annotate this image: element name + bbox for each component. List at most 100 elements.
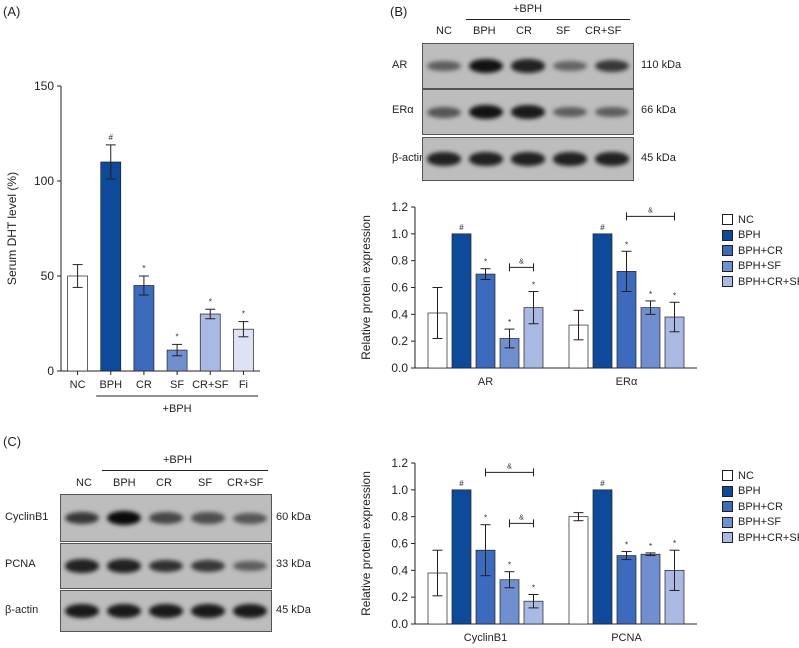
bar bbox=[451, 489, 472, 625]
significance-marker: * bbox=[532, 281, 535, 290]
blot-b-lane: NC bbox=[436, 25, 452, 37]
significance-marker: # bbox=[600, 479, 605, 488]
x-tick-label: BPH bbox=[99, 379, 122, 391]
significance-marker: * bbox=[673, 291, 676, 300]
y-tick-label: 100 bbox=[34, 174, 54, 188]
y-tick-label: 0.8 bbox=[391, 254, 408, 268]
blot-c-group-line bbox=[102, 470, 268, 471]
blot-c-lane: CR bbox=[156, 477, 172, 489]
legend-c: NC BPH BPH+CR BPH+SF BPH+CR+SF bbox=[722, 468, 799, 546]
blot-b-lane: CR+SF bbox=[585, 25, 622, 37]
blot-c-protein-label: CyclinB1 bbox=[5, 511, 49, 523]
legend-b: NC BPH BPH+CR BPH+SF BPH+CR+SF bbox=[722, 212, 799, 290]
bar bbox=[451, 233, 472, 369]
bar bbox=[592, 233, 613, 369]
y-tick-label: 1.2 bbox=[391, 200, 408, 214]
x-tick-label: Fi bbox=[239, 379, 248, 391]
blot-band bbox=[107, 511, 141, 525]
legend-swatch bbox=[722, 276, 733, 288]
significance-marker: # bbox=[459, 223, 464, 232]
legend-label: BPH bbox=[738, 485, 761, 498]
y-tick-label: 1.0 bbox=[391, 227, 408, 241]
y-tick-label: 0.6 bbox=[391, 281, 408, 295]
blot-band bbox=[233, 560, 267, 572]
blot-c-protein-label: PCNA bbox=[5, 558, 36, 570]
legend-label: BPH bbox=[738, 229, 761, 242]
y-tick-label: 0.6 bbox=[391, 537, 408, 551]
blot-band bbox=[511, 152, 545, 166]
bar bbox=[592, 489, 613, 625]
legend-entry: BPH+CR bbox=[722, 499, 799, 515]
legend-entry: BPH+CR bbox=[722, 243, 799, 259]
blot-c-lane: NC bbox=[76, 477, 92, 489]
blot-band bbox=[595, 152, 629, 166]
y-tick-label: 1.2 bbox=[391, 456, 408, 470]
legend-entry: BPH+SF bbox=[722, 515, 799, 531]
x-tick-label: SF bbox=[170, 379, 184, 391]
blot-b-era bbox=[422, 89, 634, 135]
significance-marker: * bbox=[484, 514, 487, 523]
group-label: +BPH bbox=[163, 403, 192, 415]
significance-marker: * bbox=[649, 290, 652, 299]
legend-label: BPH+CR+SF bbox=[738, 275, 799, 288]
blot-b-group-line bbox=[466, 19, 630, 20]
significance-marker: * bbox=[649, 542, 652, 551]
legend-label: BPH+CR+SF bbox=[738, 531, 799, 544]
significance-marker: # bbox=[600, 223, 605, 232]
blot-band bbox=[65, 604, 99, 618]
blot-band bbox=[233, 512, 267, 524]
y-tick-label: 50 bbox=[41, 269, 55, 283]
significance-marker: * bbox=[242, 310, 245, 319]
x-tick-label: AR bbox=[478, 376, 493, 388]
legend-swatch bbox=[722, 501, 733, 513]
legend-entry: BPH bbox=[722, 228, 799, 244]
x-tick-label: CyclinB1 bbox=[464, 632, 507, 644]
bar bbox=[616, 555, 637, 625]
blot-c-kda-label: 60 kDa bbox=[276, 511, 311, 523]
y-tick-label: 0.0 bbox=[391, 617, 408, 631]
legend-entry: BPH+CR+SF bbox=[722, 274, 799, 290]
blot-c-lane-labels: NC BPH CR SF CR+SF bbox=[66, 477, 276, 491]
x-tick-label: CR bbox=[136, 379, 152, 391]
legend-swatch bbox=[722, 532, 733, 544]
blot-band bbox=[65, 559, 99, 573]
legend-swatch bbox=[722, 245, 733, 257]
blot-band bbox=[553, 60, 587, 72]
blot-b-lane: CR bbox=[516, 25, 532, 37]
panel-a-label: (A) bbox=[3, 4, 21, 19]
blot-c-lane: SF bbox=[198, 477, 213, 489]
blot-band bbox=[553, 152, 587, 166]
blot-b-protein-label: AR bbox=[392, 59, 408, 71]
blot-b-protein-label: β-actin bbox=[392, 152, 426, 164]
comparison-marker: & bbox=[519, 258, 524, 265]
blot-band bbox=[469, 105, 503, 119]
y-tick-label: 0.2 bbox=[391, 590, 408, 604]
y-tick-label: 0.4 bbox=[391, 307, 408, 321]
blot-b-kda-label: 66 kDa bbox=[641, 104, 676, 116]
blot-band bbox=[511, 59, 545, 73]
blot-band bbox=[595, 106, 629, 118]
blot-band bbox=[511, 105, 545, 119]
blot-band bbox=[191, 604, 225, 618]
legend-entry: BPH+CR+SF bbox=[722, 530, 799, 546]
blot-b-lane: BPH bbox=[473, 25, 496, 37]
significance-marker: * bbox=[508, 318, 511, 327]
comparison-marker: & bbox=[507, 463, 512, 470]
blot-band bbox=[469, 59, 503, 73]
legend-swatch bbox=[722, 260, 733, 272]
blot-band bbox=[427, 106, 461, 118]
blot-c-kda-label: 45 kDa bbox=[276, 604, 311, 616]
blot-b-actin bbox=[422, 137, 634, 181]
panel-c-label: (C) bbox=[3, 434, 22, 449]
legend-swatch bbox=[722, 485, 733, 497]
blot-band bbox=[107, 604, 141, 618]
blot-band bbox=[149, 559, 183, 573]
y-tick-label: 150 bbox=[34, 79, 54, 93]
blot-band bbox=[191, 512, 225, 524]
comparison-marker: & bbox=[648, 207, 653, 214]
blot-band bbox=[427, 152, 461, 166]
blot-band bbox=[595, 59, 629, 73]
